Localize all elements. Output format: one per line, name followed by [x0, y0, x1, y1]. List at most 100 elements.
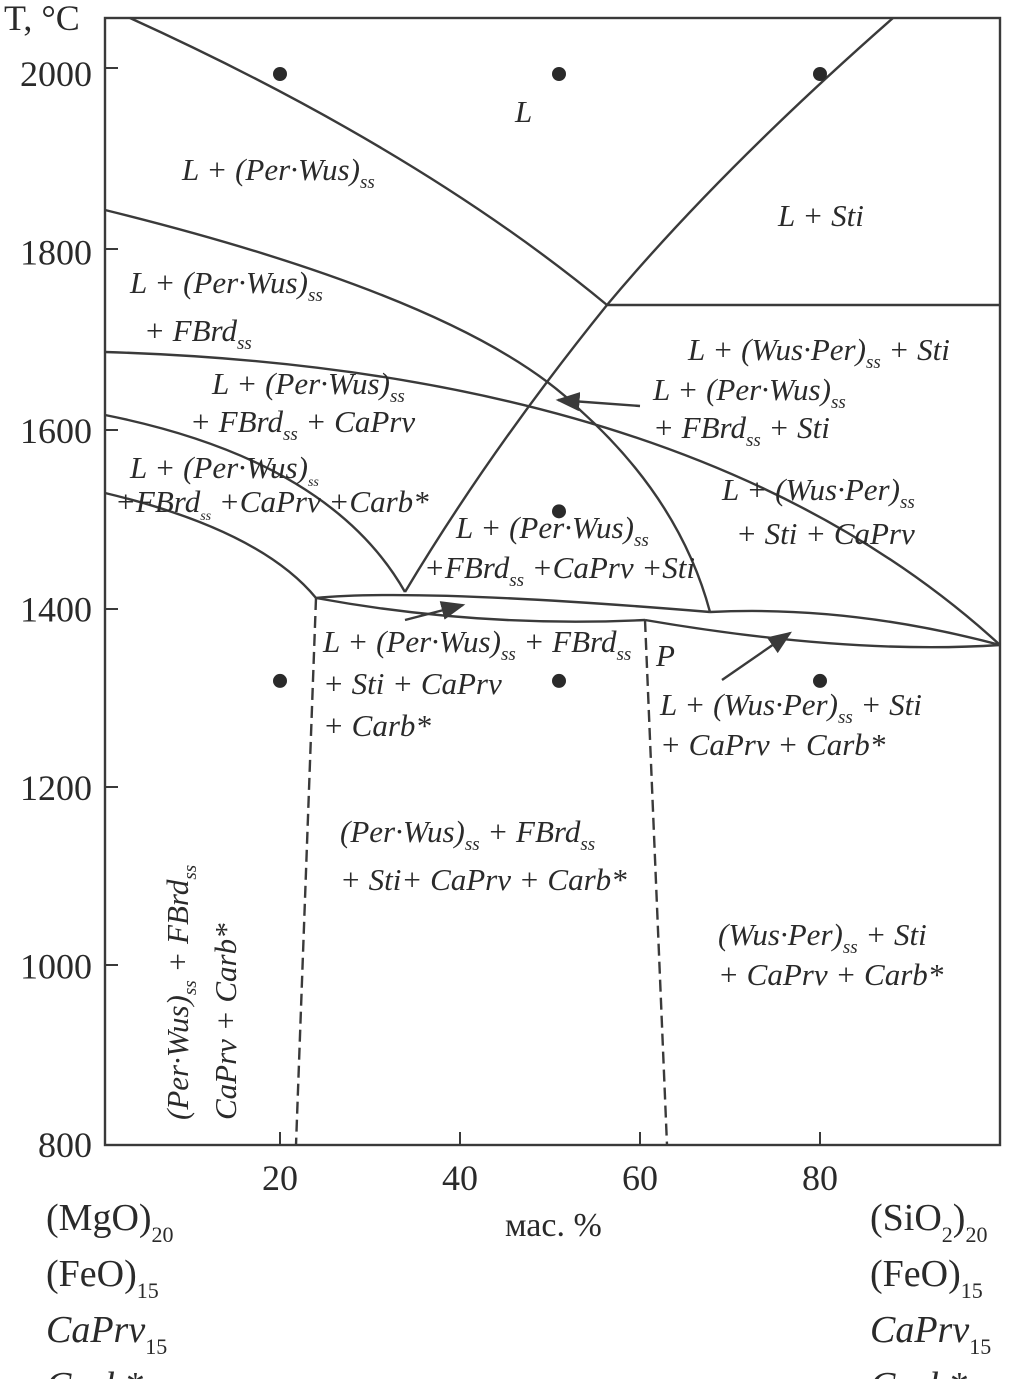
y-tick-label: 1800	[20, 233, 92, 273]
phase-field-label: L + (Per·Wus)ss+FBrdss +CaPrv +Carb*	[115, 450, 429, 524]
label-text: L + Sti	[777, 198, 864, 233]
label-subscript: ss	[838, 707, 853, 728]
label-subscript: ss	[509, 570, 524, 591]
y-tick-label: 1000	[20, 947, 92, 987]
experimental-point	[813, 673, 827, 688]
svg-text:L + (Per·Wus)ss: L + (Per·Wus)ss	[129, 265, 323, 306]
subsolidus-boundary-left	[294, 597, 318, 1146]
experimental-point	[552, 67, 566, 81]
left-end-member: Carb*50	[46, 1365, 165, 1379]
label-text: L + (Per·Wus)	[652, 372, 831, 407]
label-text: + FBrd	[144, 313, 237, 348]
label-subscript: ss	[180, 980, 201, 995]
label-subscript: ss	[843, 937, 858, 958]
svg-text:(Per·Wus)ss + FBrdss: (Per·Wus)ss + FBrdss	[340, 814, 595, 855]
left-end-member: CaPrv15	[46, 1309, 167, 1359]
label-subscript: ss	[390, 386, 405, 407]
label-text: (Per·Wus)	[340, 814, 465, 849]
svg-text:L + (Per·Wus)ss: L + (Per·Wus)ss	[652, 372, 846, 413]
svg-text:L + (Per·Wus)ss: L + (Per·Wus)ss	[181, 152, 375, 193]
svg-text:L + (Wus·Per)ss: L + (Wus·Per)ss	[721, 472, 915, 513]
label-subscript: ss	[237, 333, 252, 354]
svg-text:L + Sti: L + Sti	[777, 198, 864, 233]
label-subscript: ss	[308, 475, 319, 490]
formula-text: )	[953, 1197, 966, 1239]
solidus-left-upper	[315, 593, 711, 614]
label-text: L + (Per·Wus)	[181, 152, 360, 187]
x-tick-label: 80	[802, 1158, 838, 1198]
svg-text:+ FBrdss: + FBrdss	[144, 313, 252, 354]
subscript: 15	[969, 1334, 991, 1359]
label-text: + Sti + CaPrv	[736, 516, 915, 551]
label-text: (Wus·Per)	[718, 917, 843, 952]
experimental-point	[273, 67, 287, 81]
liquidus-per-wus	[129, 16, 608, 306]
right-end-member: (SiO2)20	[870, 1197, 987, 1247]
phase-field-label: L + (Wus·Per)ss + Sti	[687, 332, 950, 373]
svg-text:L + (Per·Wus)ss: L + (Per·Wus)ss	[129, 450, 319, 490]
subscript: 15	[145, 1334, 167, 1359]
svg-text:+ Carb*: + Carb*	[323, 708, 431, 743]
x-tick-label: 20	[262, 1158, 298, 1198]
axis-ticks	[105, 67, 821, 1145]
phase-field-label: (Per·Wus)ss + FBrdss + Sti+ CaPrv + Carb*	[340, 814, 627, 897]
phase-field-label: L	[514, 94, 532, 129]
left-end-member: (MgO)20	[46, 1197, 174, 1247]
y-tick-label: 800	[38, 1125, 92, 1165]
label-text: + FBrd	[160, 879, 195, 980]
label-text: L + (Wus·Per)	[687, 332, 866, 367]
phase-field-label: L + (Per·Wus)ss+ FBrdss	[129, 265, 323, 354]
subscript: 15	[137, 1278, 159, 1303]
svg-text:L + (Wus·Per)ss + Sti: L + (Wus·Per)ss + Sti	[659, 687, 922, 728]
svg-text:+ Sti+ CaPrv + Carb*: + Sti+ CaPrv + Carb*	[340, 862, 627, 897]
svg-text:+FBrdss +CaPrv +Carb*: +FBrdss +CaPrv +Carb*	[115, 484, 429, 524]
label-subscript: ss	[360, 172, 375, 193]
formula-text: CaPrv	[870, 1309, 969, 1351]
label-subscript: ss	[831, 392, 846, 413]
svg-text:(Per·Wus)ss + FBrdss: (Per·Wus)ss + FBrdss	[160, 865, 201, 1120]
formula-text: Carb*	[46, 1365, 143, 1379]
phase-field-label: L + (Per·Wus)ss+ FBrdss + Sti	[652, 372, 846, 451]
label-subscript: ss	[180, 865, 201, 880]
label-text: (Per·Wus)	[160, 995, 195, 1120]
label-subscript: ss	[900, 492, 915, 513]
experimental-point	[273, 673, 287, 688]
arrow-3	[721, 631, 792, 681]
label-text: + Sti	[881, 332, 950, 367]
label-subscript: ss	[580, 834, 595, 855]
subscript: 15	[961, 1278, 983, 1303]
svg-text:L + (Per·Wus)ss: L + (Per·Wus)ss	[455, 510, 649, 551]
label-text: + Sti	[853, 687, 922, 722]
phase-field-label: L + (Per·Wus)ss	[181, 152, 375, 193]
label-subscript: ss	[283, 424, 298, 445]
svg-text:+ CaPrv + Carb*: + CaPrv + Carb*	[660, 727, 886, 762]
svg-text:+ Sti + CaPrv: + Sti + CaPrv	[323, 666, 502, 701]
label-subscript: ss	[200, 509, 211, 524]
x-tick-label: 60	[622, 1158, 658, 1198]
phase-field-label: L + (Per·Wus)ss+ FBrdss + CaPrv	[190, 366, 415, 445]
label-text: + Sti	[761, 410, 830, 445]
label-subscript: ss	[308, 285, 323, 306]
subscript: 20	[152, 1222, 174, 1247]
svg-text:+ Sti + CaPrv: + Sti + CaPrv	[736, 516, 915, 551]
label-subscript: ss	[634, 530, 649, 551]
label-text: +CaPrv +Carb*	[211, 484, 429, 519]
label-text: L + (Per·Wus)	[455, 510, 634, 545]
svg-text:L + (Per·Wus)ss + FBrdss: L + (Per·Wus)ss + FBrdss	[322, 624, 631, 665]
phase-field-label: L + (Wus·Per)ss + Sti+ CaPrv + Carb*	[659, 687, 922, 762]
formula-text: (FeO)	[46, 1253, 137, 1295]
solidus-right-lower	[709, 609, 1001, 647]
caprv-boundary	[104, 350, 1001, 646]
experimental-point	[813, 67, 827, 81]
experimental-point	[552, 673, 566, 688]
label-subscript: ss	[465, 834, 480, 855]
label-text: + FBrd	[653, 410, 746, 445]
x-tick-label: 40	[442, 1158, 478, 1198]
label-subscript: ss	[746, 430, 761, 451]
svg-text:(Wus·Per)ss + Sti: (Wus·Per)ss + Sti	[718, 917, 927, 958]
right-end-member: Carb*50	[870, 1365, 989, 1379]
formula-text: (MgO)	[46, 1197, 152, 1239]
carb-boundary-upper	[104, 413, 407, 593]
